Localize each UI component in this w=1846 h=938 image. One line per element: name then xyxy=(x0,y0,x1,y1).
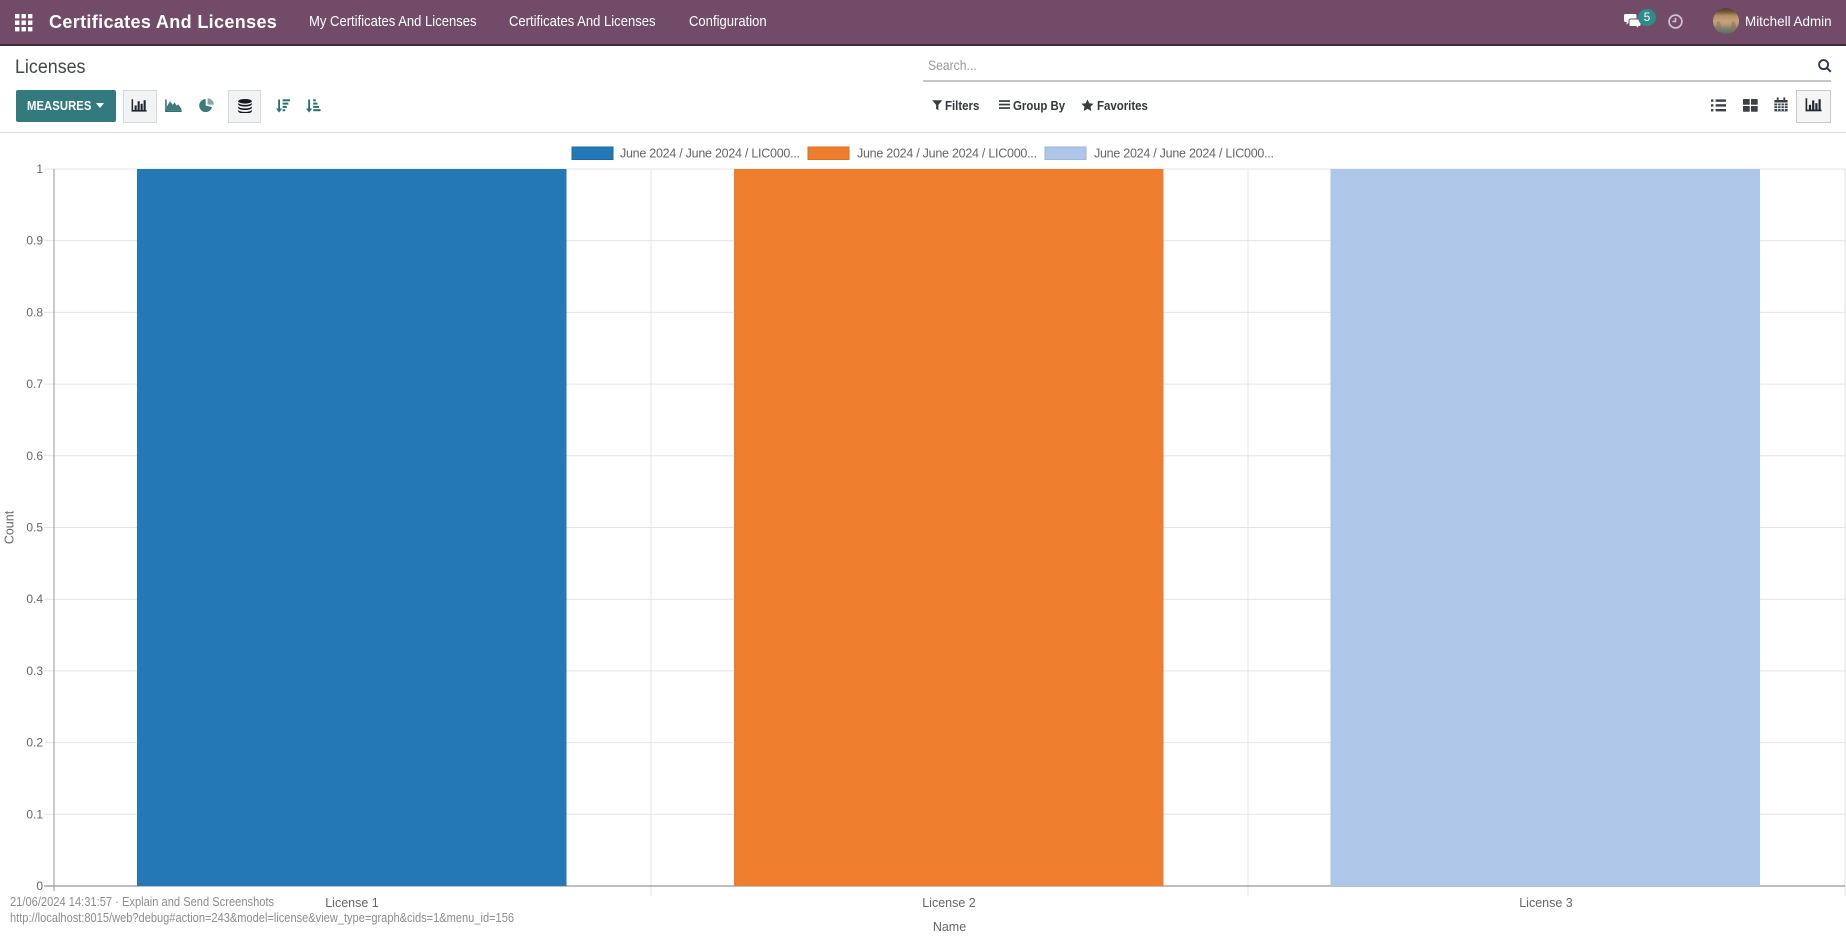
svg-text:June 2024 / June 2024 / LIC000: June 2024 / June 2024 / LIC000... xyxy=(857,147,1037,161)
svg-text:Name: Name xyxy=(933,920,966,934)
svg-text:June 2024 / June 2024 / LIC000: June 2024 / June 2024 / LIC000... xyxy=(620,147,800,161)
svg-text:0: 0 xyxy=(36,879,43,893)
svg-text:0.4: 0.4 xyxy=(26,592,43,606)
svg-text:License 2: License 2 xyxy=(922,896,976,910)
svg-text:License 3: License 3 xyxy=(1519,896,1573,910)
svg-text:1: 1 xyxy=(36,162,43,176)
svg-text:Count: Count xyxy=(3,510,17,544)
svg-text:June 2024 / June 2024 / LIC000: June 2024 / June 2024 / LIC000... xyxy=(1094,147,1274,161)
svg-text:0.2: 0.2 xyxy=(26,736,43,750)
svg-text:0.7: 0.7 xyxy=(26,377,43,391)
svg-text:0.8: 0.8 xyxy=(26,305,43,319)
svg-text:0.5: 0.5 xyxy=(26,521,43,535)
svg-text:0.6: 0.6 xyxy=(26,449,43,463)
svg-text:License 1: License 1 xyxy=(325,896,379,910)
svg-text:0.1: 0.1 xyxy=(26,807,43,821)
svg-text:0.3: 0.3 xyxy=(26,664,43,678)
svg-text:0.9: 0.9 xyxy=(26,234,43,248)
